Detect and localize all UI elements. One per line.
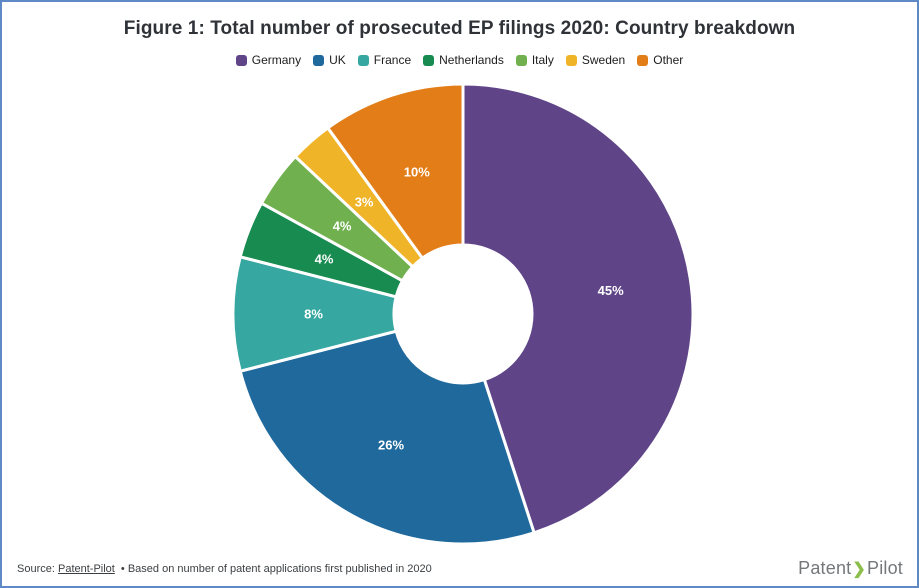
legend-label: Netherlands	[439, 53, 504, 67]
source-link[interactable]: Patent-Pilot	[57, 563, 115, 575]
legend-label: France	[373, 53, 412, 67]
slice-label-uk: 26%	[378, 438, 404, 453]
legend-item-netherlands: Netherlands	[423, 53, 504, 67]
patent-pilot-logo[interactable]: Patent❯Pilot	[798, 558, 903, 579]
pie-slice-germany	[461, 82, 695, 535]
legend-item-other: Other	[637, 53, 683, 67]
legend-swatch-icon	[423, 54, 435, 66]
legend-item-germany: Germany	[235, 53, 302, 67]
legend-swatch-icon	[357, 54, 369, 66]
legend-swatch-icon	[313, 54, 325, 66]
source-note: • Based on number of patent applications…	[120, 563, 432, 575]
slice-label-france: 8%	[304, 307, 323, 322]
legend-label: Italy	[531, 53, 554, 67]
legend-label: Other	[653, 53, 684, 67]
source-label: Source:	[17, 563, 55, 575]
legend-item-sweden: Sweden	[565, 53, 626, 67]
slice-label-netherlands: 4%	[315, 252, 334, 267]
chart-legend: Germany UK France Netherlands Italy Sweden Oth…	[2, 53, 917, 67]
slice-label-germany: 45%	[598, 283, 624, 298]
slice-label-sweden: 3%	[355, 194, 374, 209]
chevron-right-icon: ❯	[852, 561, 866, 578]
slice-label-other: 10%	[404, 164, 430, 179]
legend-swatch-icon	[235, 54, 247, 66]
legend-label: UK	[329, 53, 346, 67]
legend-swatch-icon	[565, 54, 577, 66]
legend-item-italy: Italy	[515, 53, 554, 67]
legend-label: Germany	[251, 53, 302, 67]
chart-title: Figure 1: Total number of prosecuted EP …	[123, 18, 796, 39]
pie-slice-other	[326, 82, 465, 260]
logo-text-patent: Patent	[798, 558, 852, 578]
logo-text-pilot: Pilot	[866, 558, 903, 578]
pie-slice-uk	[238, 329, 536, 546]
legend-swatch-icon	[637, 54, 649, 66]
legend-swatch-icon	[515, 54, 527, 66]
slice-label-italy: 4%	[333, 219, 352, 234]
legend-label: Sweden	[581, 53, 626, 67]
legend-item-france: France	[357, 53, 412, 67]
source-line: Source: Patent-Pilot • Based on number o…	[17, 563, 432, 575]
legend-item-uk: UK	[313, 53, 346, 67]
